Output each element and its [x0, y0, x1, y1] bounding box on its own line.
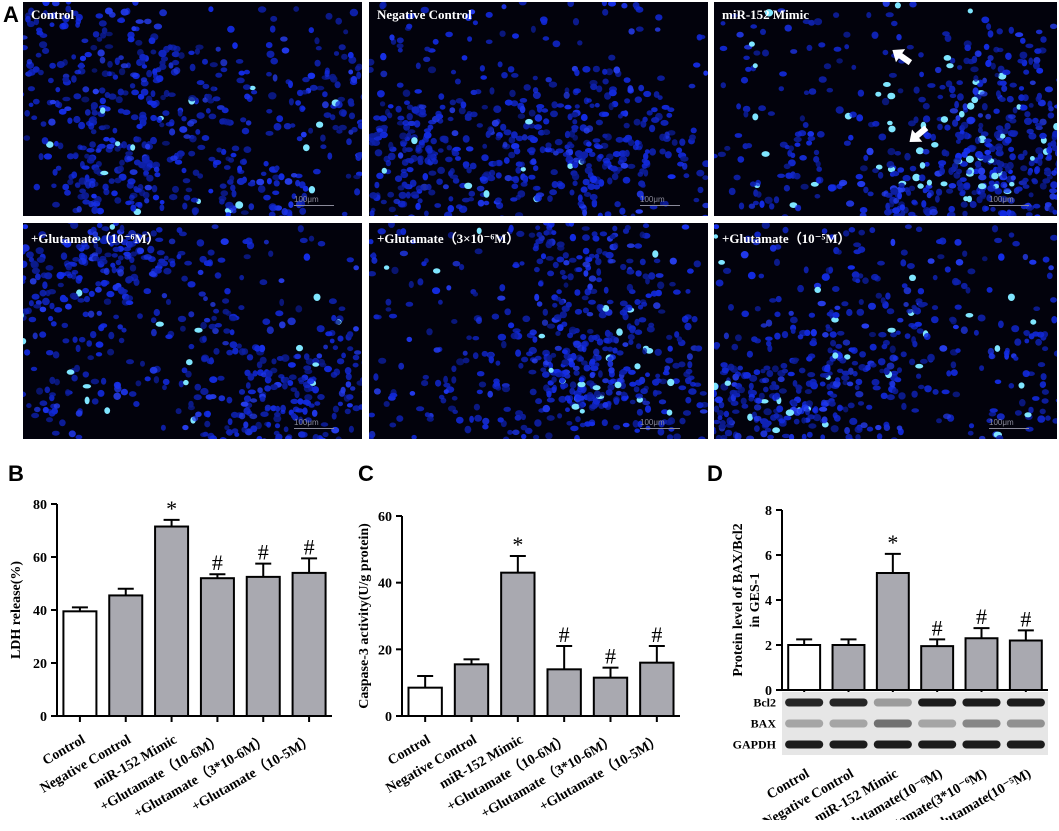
- arrow-icon: [892, 49, 913, 66]
- panel-letter-d: D: [707, 461, 723, 486]
- blot-band: [873, 698, 912, 707]
- micrograph-2: Negative Control 100μm: [369, 2, 708, 216]
- scale-bar: 100μm: [640, 195, 680, 206]
- y-tick-label: 0: [385, 710, 392, 725]
- bar-2: [453, 663, 490, 717]
- y-tick-label: 4: [765, 594, 772, 609]
- scale-bar: 100μm: [640, 418, 680, 429]
- blot-band: [1006, 719, 1045, 728]
- significance-marker: #: [212, 550, 223, 575]
- bar-5: [964, 637, 999, 691]
- micrograph-3: miR-152 Mimic 100μm: [714, 2, 1057, 216]
- y-tick-label: 60: [378, 510, 392, 525]
- blot-band: [829, 719, 868, 728]
- bar-1: [407, 686, 443, 718]
- significance-marker: #: [651, 622, 662, 647]
- western-blot: [782, 692, 1048, 755]
- significance-marker: #: [559, 622, 570, 647]
- bar-3: [875, 572, 910, 691]
- y-axis-label: LDH release(%): [9, 561, 24, 659]
- y-tick-label: 2: [765, 639, 772, 654]
- blot-band: [785, 740, 824, 749]
- blot-band: [918, 719, 957, 728]
- micrograph-label: +Glutamate（10⁻⁶M）: [31, 231, 160, 246]
- bar-1: [62, 610, 98, 717]
- micrograph-label: +Glutamate（10⁻⁵M）: [722, 231, 851, 246]
- blot-row-label: GAPDH: [733, 738, 777, 752]
- blot-band: [918, 698, 957, 707]
- blot-band: [962, 698, 1001, 707]
- y-tick-label: 6: [765, 549, 772, 564]
- significance-marker: #: [258, 540, 269, 565]
- significance-marker: #: [304, 534, 315, 559]
- y-tick-label: 40: [378, 577, 392, 592]
- blot-band: [785, 719, 824, 728]
- micrograph-label: Control: [31, 7, 75, 22]
- y-axis-label: Caspase-3 activity(U/g protein): [357, 523, 372, 709]
- scale-bar: 100μm: [989, 418, 1029, 429]
- significance-marker: #: [1020, 606, 1031, 631]
- significance-marker: #: [605, 644, 616, 669]
- panel-letter-a: A: [3, 2, 19, 27]
- y-tick-label: 8: [765, 504, 772, 519]
- bar-6: [1008, 639, 1043, 691]
- bar-4: [920, 645, 955, 691]
- micrograph-6: +Glutamate（10⁻⁵M） 100μm: [714, 223, 1057, 439]
- y-tick-label: 20: [33, 657, 47, 672]
- blot-band: [962, 740, 1001, 749]
- blot-row-label: Bcl2: [753, 696, 776, 710]
- blot-band: [785, 698, 824, 707]
- micrograph-label: miR-152 Mimic: [722, 7, 810, 22]
- bar-5: [592, 676, 629, 718]
- bar-2: [108, 594, 144, 717]
- bar-2: [831, 644, 866, 691]
- micrograph-1: Control 100μm: [23, 2, 362, 216]
- significance-marker: *: [887, 530, 898, 555]
- significance-marker: #: [932, 615, 943, 640]
- blot-band: [829, 740, 868, 749]
- bar-5: [245, 575, 281, 717]
- scale-bar: 100μm: [989, 195, 1029, 206]
- bar-4: [546, 668, 582, 717]
- y-tick-label: 20: [378, 643, 392, 658]
- bar-6: [291, 571, 327, 718]
- blot-band: [873, 719, 912, 728]
- micrograph-label: Negative Control: [377, 7, 472, 22]
- panel-letter-c: C: [358, 461, 374, 486]
- y-tick-label: 0: [765, 684, 772, 699]
- micrograph-5: +Glutamate（3×10⁻⁶M） 100μm: [369, 223, 708, 439]
- significance-marker: *: [166, 496, 177, 521]
- scale-bar: 100μm: [294, 195, 334, 206]
- arrow-icon: [909, 125, 929, 142]
- blot-band: [829, 698, 868, 707]
- micrograph-4: +Glutamate（10⁻⁶M） 100μm: [23, 223, 362, 439]
- blot-band: [1006, 740, 1045, 749]
- y-tick-label: 80: [33, 498, 47, 513]
- y-axis-label: Protein level of BAX/Bcl2: [731, 523, 746, 676]
- blot-row-label: BAX: [751, 717, 777, 731]
- blot-band: [1006, 698, 1045, 707]
- blot-band: [873, 740, 912, 749]
- y-tick-label: 40: [33, 604, 47, 619]
- bar-1: [787, 644, 822, 691]
- blot-band: [962, 719, 1001, 728]
- panel-letter-b: B: [8, 461, 24, 486]
- bar-6: [639, 661, 675, 718]
- y-axis-label: in GES-1: [748, 573, 763, 628]
- y-tick-label: 0: [40, 710, 47, 725]
- significance-marker: *: [512, 532, 523, 557]
- y-tick-label: 60: [33, 551, 47, 566]
- bar-3: [154, 525, 190, 718]
- significance-marker: #: [976, 604, 987, 629]
- blot-band: [918, 740, 957, 749]
- bar-3: [500, 571, 536, 717]
- micrograph-label: +Glutamate（3×10⁻⁶M）: [377, 231, 520, 246]
- bar-4: [199, 577, 235, 717]
- scale-bar: 100μm: [294, 418, 334, 429]
